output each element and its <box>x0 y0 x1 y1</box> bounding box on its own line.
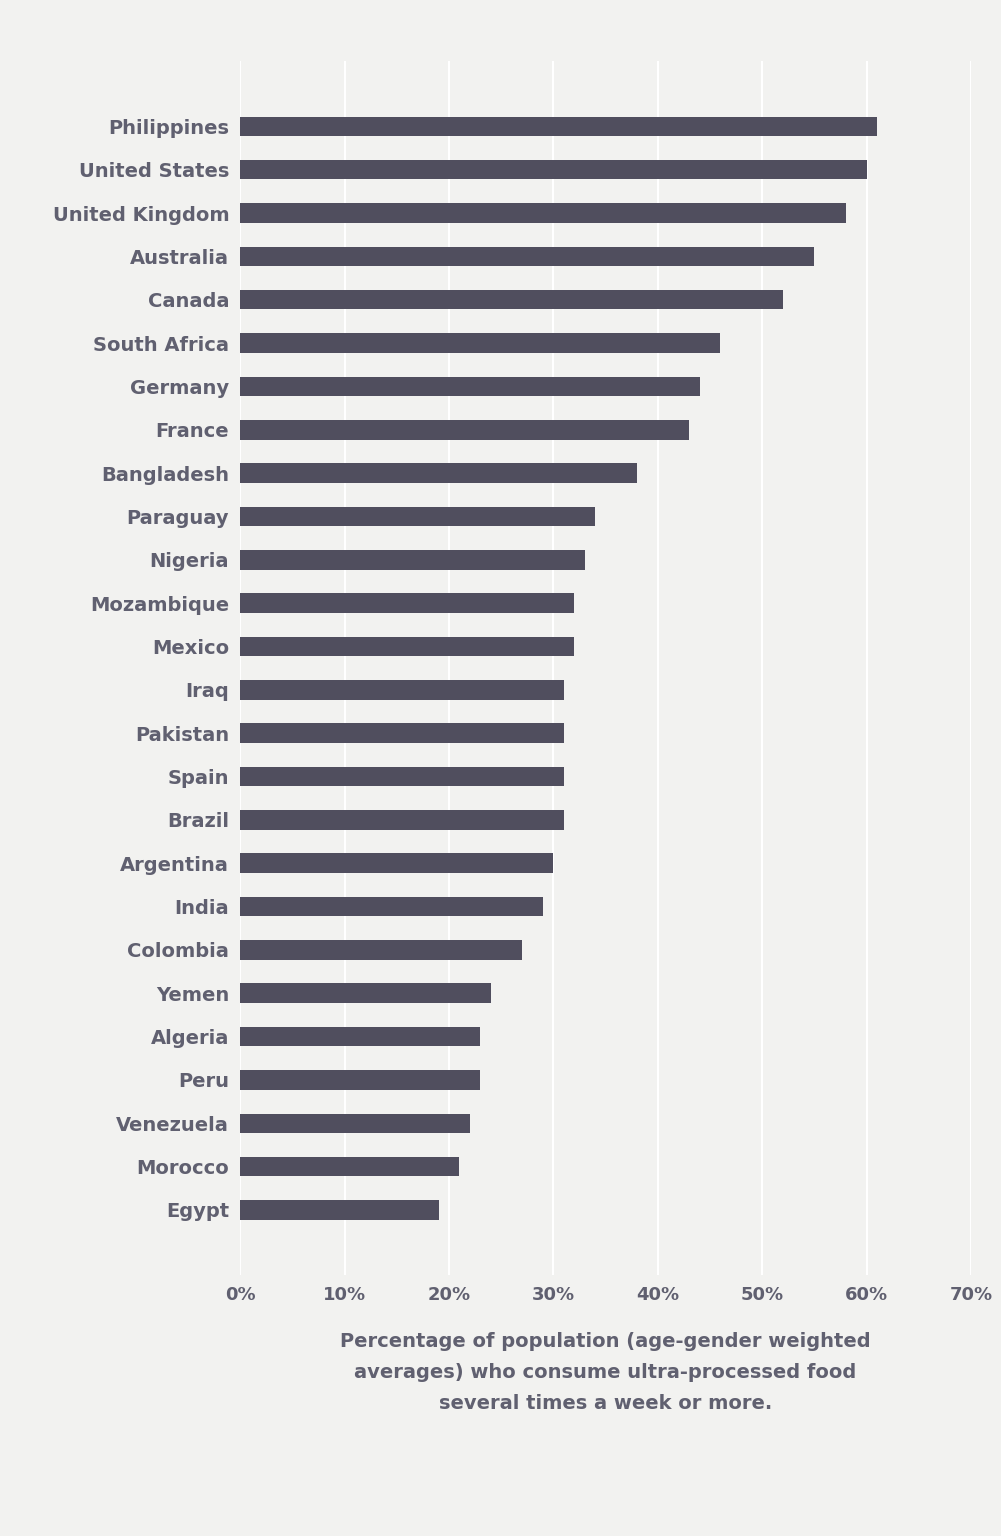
Bar <box>240 766 564 786</box>
Bar <box>240 117 877 137</box>
Bar <box>240 507 596 527</box>
Bar <box>240 333 721 353</box>
Bar <box>240 464 637 482</box>
Bar <box>240 203 846 223</box>
Bar <box>240 854 554 872</box>
Bar <box>240 550 585 570</box>
Bar <box>240 593 575 613</box>
Bar <box>240 983 490 1003</box>
Bar <box>240 247 815 266</box>
X-axis label: Percentage of population (age-gender weighted
averages) who consume ultra-proces: Percentage of population (age-gender wei… <box>340 1332 871 1413</box>
Bar <box>240 940 523 960</box>
Bar <box>240 1200 438 1220</box>
Bar <box>240 290 783 309</box>
Bar <box>240 1028 480 1046</box>
Bar <box>240 1114 469 1134</box>
Bar <box>240 160 867 180</box>
Bar <box>240 1157 459 1177</box>
Bar <box>240 897 543 917</box>
Bar <box>240 1071 480 1089</box>
Bar <box>240 419 689 439</box>
Bar <box>240 809 564 829</box>
Bar <box>240 376 700 396</box>
Bar <box>240 680 564 699</box>
Bar <box>240 637 575 656</box>
Bar <box>240 723 564 743</box>
